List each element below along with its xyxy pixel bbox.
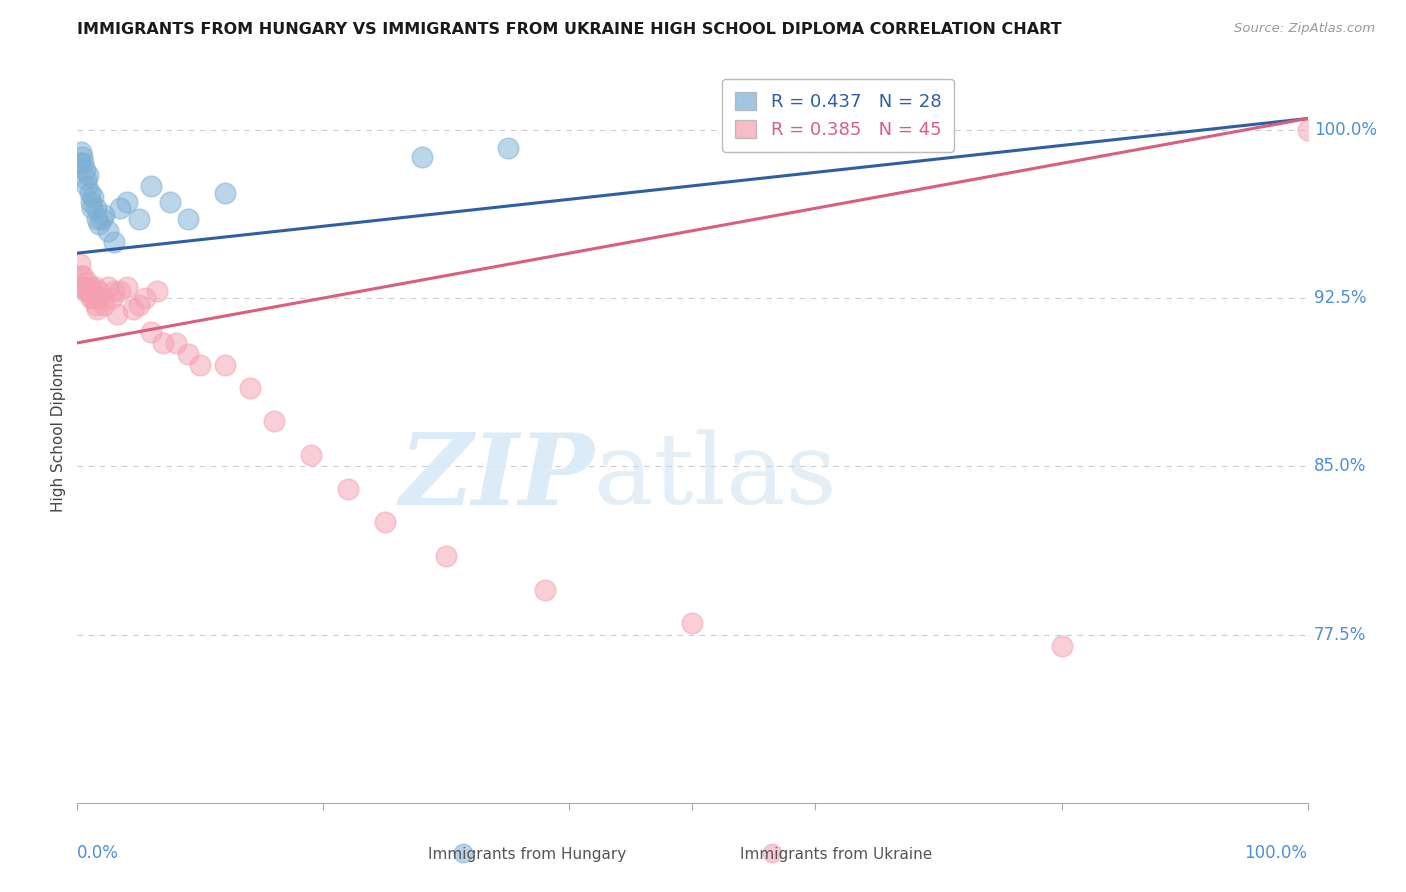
- Point: [89, 217, 111, 231]
- Text: atlas: atlas: [595, 429, 837, 524]
- Point: [110, 285, 132, 299]
- Point: [69, 257, 91, 271]
- Point: [93, 298, 115, 312]
- Point: [83, 280, 105, 294]
- Text: 77.5%: 77.5%: [1313, 625, 1367, 643]
- Point: [263, 414, 285, 428]
- Point: [214, 359, 236, 373]
- Text: Immigrants from Hungary: Immigrants from Hungary: [427, 847, 627, 862]
- Legend: R = 0.437   N = 28, R = 0.385   N = 45: R = 0.437 N = 28, R = 0.385 N = 45: [723, 78, 955, 152]
- Point: [121, 302, 143, 317]
- Point: [93, 208, 115, 222]
- Point: [75, 172, 97, 186]
- Text: 0.0%: 0.0%: [77, 844, 120, 862]
- Point: [82, 285, 104, 299]
- Point: [337, 482, 360, 496]
- Point: [103, 235, 125, 249]
- Point: [159, 194, 181, 209]
- Point: [70, 280, 93, 294]
- Point: [105, 307, 128, 321]
- Point: [374, 516, 396, 530]
- Point: [73, 163, 96, 178]
- Point: [86, 302, 108, 317]
- Point: [411, 150, 433, 164]
- Point: [128, 298, 150, 312]
- Point: [101, 291, 124, 305]
- Point: [75, 280, 97, 294]
- Point: [90, 212, 114, 227]
- Point: [141, 325, 163, 339]
- Point: [72, 156, 94, 170]
- Text: IMMIGRANTS FROM HUNGARY VS IMMIGRANTS FROM UKRAINE HIGH SCHOOL DIPLOMA CORRELATI: IMMIGRANTS FROM HUNGARY VS IMMIGRANTS FR…: [77, 22, 1062, 37]
- Point: [84, 298, 107, 312]
- Point: [188, 359, 212, 373]
- Point: [299, 448, 322, 462]
- Point: [90, 291, 114, 305]
- Point: [134, 291, 156, 305]
- Point: [177, 347, 200, 361]
- Point: [496, 141, 519, 155]
- Point: [97, 224, 120, 238]
- Point: [682, 616, 704, 631]
- Point: [89, 285, 111, 299]
- Point: [761, 846, 783, 860]
- Point: [70, 150, 93, 164]
- Point: [73, 285, 96, 299]
- Point: [152, 335, 174, 350]
- Point: [214, 186, 236, 200]
- Text: 85.0%: 85.0%: [1313, 458, 1367, 475]
- Point: [115, 194, 138, 209]
- Text: Immigrants from Ukraine: Immigrants from Ukraine: [741, 847, 932, 862]
- Point: [141, 178, 163, 193]
- Point: [128, 212, 150, 227]
- Text: 100.0%: 100.0%: [1244, 844, 1308, 862]
- Text: 92.5%: 92.5%: [1313, 289, 1367, 307]
- Point: [534, 582, 557, 597]
- Point: [1296, 122, 1319, 136]
- Point: [79, 186, 101, 200]
- Text: ZIP: ZIP: [399, 429, 595, 525]
- Point: [239, 381, 262, 395]
- Point: [82, 291, 104, 305]
- Point: [77, 285, 100, 299]
- Point: [86, 212, 108, 227]
- Point: [115, 280, 138, 294]
- Point: [70, 145, 93, 160]
- Point: [436, 549, 458, 563]
- Point: [76, 178, 98, 193]
- Text: 100.0%: 100.0%: [1313, 120, 1376, 139]
- Point: [110, 201, 132, 215]
- Point: [69, 156, 91, 170]
- Point: [84, 201, 107, 215]
- Point: [177, 212, 200, 227]
- Point: [76, 275, 98, 289]
- Point: [97, 280, 120, 294]
- Point: [82, 190, 104, 204]
- Point: [77, 168, 100, 182]
- Point: [1050, 639, 1073, 653]
- Point: [79, 280, 101, 294]
- Point: [80, 291, 103, 305]
- Y-axis label: High School Diploma: High School Diploma: [51, 353, 66, 512]
- Point: [82, 201, 104, 215]
- Point: [146, 285, 169, 299]
- Text: Source: ZipAtlas.com: Source: ZipAtlas.com: [1234, 22, 1375, 36]
- Point: [451, 846, 474, 860]
- Point: [103, 285, 125, 299]
- Point: [70, 268, 93, 283]
- Point: [165, 335, 187, 350]
- Point: [87, 291, 110, 305]
- Point: [80, 194, 103, 209]
- Point: [72, 268, 94, 283]
